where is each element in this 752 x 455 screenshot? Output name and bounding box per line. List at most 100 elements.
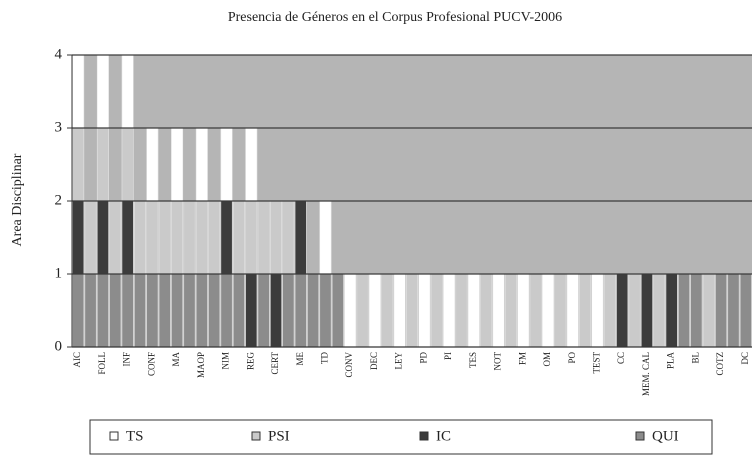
bar-segment (146, 273, 159, 348)
bar-segment (245, 273, 258, 348)
x-tick-label: COTZ (715, 352, 725, 376)
y-tick-label: 2 (55, 192, 63, 208)
bar-segment (356, 273, 369, 348)
bar-segment (245, 200, 258, 275)
bar-segment (183, 273, 196, 348)
bar-segment (72, 200, 85, 275)
y-tick-label: 1 (55, 265, 63, 281)
bar-segment (270, 200, 282, 275)
x-tick-label: CONV (344, 352, 354, 378)
bar-segment (220, 273, 233, 348)
bar-segment (566, 273, 579, 348)
bar-segment (220, 200, 233, 275)
bar-segment (665, 273, 678, 348)
x-tick-label: MA (171, 352, 181, 367)
x-tick-label: NOT (493, 352, 503, 371)
bar-segment (245, 127, 258, 202)
bar-segment (208, 273, 221, 348)
x-tick-label: PI (443, 352, 453, 360)
bar-segment (678, 273, 690, 348)
bar-segment (492, 273, 505, 348)
bar-segment (232, 200, 245, 275)
bar-segment (517, 273, 530, 348)
bar-segment (109, 273, 122, 348)
legend-box (89, 419, 713, 455)
bar-segment (220, 127, 233, 202)
bar-segment (418, 273, 431, 348)
bar-segment (307, 273, 320, 348)
bar-segment (257, 200, 270, 275)
bar-segment (504, 273, 517, 348)
legend-label: PSI (268, 428, 290, 444)
bar-segment (480, 273, 493, 348)
bar-segment (616, 273, 629, 348)
x-tick-label: OM (542, 352, 552, 367)
bar-segment (640, 273, 653, 348)
bar-segment (455, 273, 468, 348)
bar-segment (121, 200, 134, 275)
bar-segment (344, 273, 357, 348)
x-tick-label: DC (740, 352, 750, 365)
bar-segment (171, 127, 184, 202)
bar-segment (368, 273, 381, 348)
bar-segment (72, 127, 85, 202)
legend-swatch (109, 431, 119, 441)
x-tick-label: FOLL (97, 352, 107, 375)
bar-segment (282, 200, 295, 275)
legend-label: QUI (652, 428, 679, 444)
bar-segment (195, 127, 208, 202)
x-tick-label: CC (616, 352, 626, 364)
x-tick-label: CERT (270, 352, 280, 375)
bar-segment (171, 273, 184, 348)
legend-swatch (419, 431, 429, 441)
y-axis-label: Area Disciplinar (10, 153, 25, 246)
x-tick-label: PO (567, 352, 577, 364)
x-tick-label: TEST (592, 351, 602, 373)
bar-segment (72, 54, 85, 129)
bar-segment (270, 273, 282, 348)
bar-segment (690, 273, 703, 348)
x-tick-label: PD (418, 352, 428, 364)
bar-segment (443, 273, 456, 348)
bar-segment (331, 273, 344, 348)
bar-segment (208, 200, 221, 275)
bar-segment (121, 273, 134, 348)
bar-segment (121, 54, 134, 129)
bar-segment (381, 273, 394, 348)
bar-segment (109, 200, 122, 275)
bar-segment (232, 273, 245, 348)
bar-segment (406, 273, 418, 348)
legend-swatch (635, 431, 645, 441)
x-tick-label: NIM (221, 352, 231, 370)
legend-swatch (251, 431, 261, 441)
bar-segment (195, 200, 208, 275)
x-tick-label: ME (295, 351, 305, 365)
bar-segment (603, 273, 616, 348)
bar-segment (393, 273, 406, 348)
x-tick-label: REG (245, 351, 255, 370)
bar-segment (542, 273, 554, 348)
bar-segment (529, 273, 542, 348)
bar-segment (715, 273, 728, 348)
bar-segment (591, 273, 604, 348)
bar-segment (282, 273, 295, 348)
bar-segment (146, 200, 159, 275)
y-tick-label: 0 (55, 338, 63, 354)
x-tick-label: LEY (394, 352, 404, 370)
legend-label: TS (126, 428, 144, 444)
x-tick-label: PLA (666, 352, 676, 370)
bar-segment (579, 273, 592, 348)
x-tick-label: MEM. CAL (641, 352, 651, 396)
bar-segment (653, 273, 666, 348)
bar-segment (727, 273, 740, 348)
bar-segment (84, 273, 97, 348)
bar-segment (195, 273, 208, 348)
bar-segment (134, 273, 146, 348)
x-tick-label: INF (122, 352, 132, 367)
bar-segment (72, 273, 85, 348)
bar-segment (319, 273, 332, 348)
bar-segment (121, 127, 134, 202)
x-tick-label: FM (517, 352, 527, 365)
bar-segment (171, 200, 184, 275)
